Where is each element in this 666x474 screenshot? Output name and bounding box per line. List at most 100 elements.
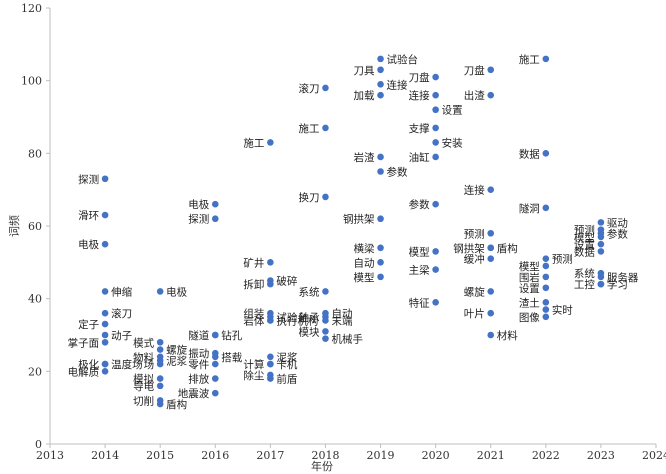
data-point (432, 124, 439, 132)
data-point-label: 油缸 (409, 151, 430, 164)
data-point-label: 试验台 (276, 311, 308, 324)
y-tick-label: 40 (28, 293, 42, 306)
data-point-label: 振动 (188, 347, 209, 360)
x-tick-label: 2023 (587, 449, 615, 462)
data-point-label: 模式 (133, 336, 154, 349)
data-point (101, 211, 109, 219)
data-point (267, 353, 274, 361)
x-tick-label: 2017 (256, 449, 284, 462)
data-point-label: 特征 (409, 297, 430, 309)
data-point (322, 328, 329, 335)
data-point-label: 电极 (166, 285, 187, 298)
data-point (101, 309, 109, 317)
data-point-label: 岩渣 (354, 151, 375, 164)
data-point (267, 375, 274, 382)
x-axis-title: 年份 (311, 459, 333, 473)
data-point-label: 钻孔 (221, 329, 242, 342)
data-point-label: 工控 (574, 278, 595, 291)
data-point (322, 335, 329, 342)
data-point (542, 313, 550, 321)
data-point-label: 服务器 (607, 271, 639, 284)
data-point (101, 331, 109, 339)
data-point (377, 66, 384, 74)
data-point-label: 叶片 (464, 307, 485, 320)
data-point (542, 55, 550, 63)
data-point (542, 255, 550, 262)
data-point-label: 组装 (243, 307, 264, 320)
data-point (487, 331, 495, 339)
x-tick-label: 2018 (311, 449, 339, 462)
data-point (597, 248, 605, 255)
data-point (377, 244, 384, 252)
data-point (101, 360, 109, 368)
data-point-label: 计算 (243, 358, 264, 371)
data-point-label: 探测 (188, 213, 209, 226)
data-point (101, 240, 109, 248)
data-point-label: 模型 (354, 271, 375, 284)
data-point-label: 试验台 (387, 53, 419, 66)
x-tick-label: 2024 (642, 449, 666, 462)
x-tick-label: 2021 (477, 449, 505, 462)
data-point-label: 前盾 (276, 373, 297, 386)
data-point (156, 400, 164, 408)
data-point (432, 91, 439, 99)
data-point-label: 物料 (133, 351, 154, 364)
data-point-label: 连接 (409, 89, 430, 102)
data-point (101, 320, 109, 328)
data-point-label: 围岩 (519, 271, 540, 284)
data-point-label: 电极 (188, 198, 209, 211)
data-point (487, 186, 495, 193)
data-point (542, 299, 550, 306)
data-point (101, 338, 109, 346)
data-point (156, 360, 164, 368)
data-point (377, 81, 384, 88)
data-point-label: 除尘 (243, 369, 264, 382)
data-point-label: 设置 (519, 283, 540, 295)
data-point-label: 电解质 (68, 365, 100, 378)
data-point-label: 设置 (574, 239, 595, 251)
data-point (597, 273, 605, 281)
data-point-label: 隧洞 (519, 202, 540, 215)
data-point-label: 参数 (387, 166, 408, 179)
y-tick-labels: 0 20 40 60 80 100 120 (21, 2, 50, 451)
data-point (156, 346, 164, 353)
data-point (156, 338, 164, 346)
y-tick-label: 60 (28, 220, 42, 233)
data-point-label: 隧道 (188, 329, 209, 342)
data-point (322, 124, 329, 132)
data-point (101, 368, 109, 375)
x-tick-label: 2020 (422, 449, 450, 462)
data-point-label: 模型 (574, 231, 595, 244)
data-point-label: 模拟 (133, 373, 154, 386)
data-point (101, 288, 109, 295)
data-point (322, 84, 329, 92)
data-point-label: 施工 (298, 122, 319, 135)
data-point (267, 360, 274, 368)
data-point-label: 刀具 (354, 65, 375, 77)
data-point (211, 353, 219, 361)
x-tick-label: 2013 (36, 449, 64, 462)
data-point-label: 温度场 (111, 358, 143, 371)
data-point (542, 204, 550, 212)
data-point-label: 出渣 (464, 89, 485, 102)
x-tick-label: 2016 (201, 449, 229, 462)
data-point (432, 73, 439, 81)
data-point-label: 盾构 (497, 242, 518, 255)
data-point-label: 极化 (78, 358, 99, 371)
data-point-label: 导电 (133, 380, 154, 393)
data-point (156, 382, 164, 390)
data-point-label: 机械手 (331, 333, 363, 346)
data-point (432, 106, 439, 114)
data-point-label: 螺旋 (464, 285, 485, 298)
data-point-label: 连接 (464, 184, 485, 197)
data-point-label: 缓冲 (464, 253, 485, 266)
data-point-label: 拆卸 (243, 278, 264, 291)
data-point (432, 153, 439, 161)
data-point-label: 电极 (78, 238, 99, 251)
data-point-label: 数据 (574, 245, 595, 258)
data-point (377, 273, 384, 281)
y-tick-label: 120 (21, 2, 42, 15)
data-point (432, 266, 439, 273)
